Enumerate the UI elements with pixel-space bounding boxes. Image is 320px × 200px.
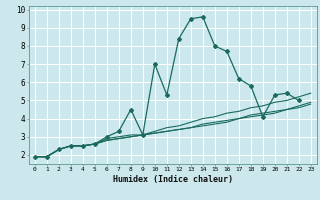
X-axis label: Humidex (Indice chaleur): Humidex (Indice chaleur) (113, 175, 233, 184)
